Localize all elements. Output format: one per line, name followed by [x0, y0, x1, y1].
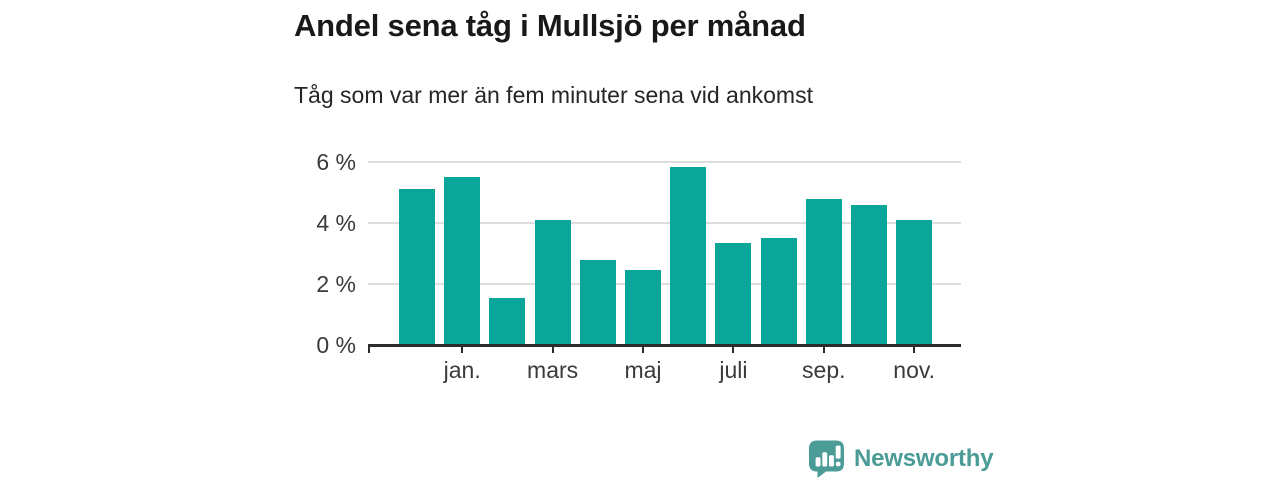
gridline-4: [368, 222, 961, 224]
bar-nov.: [896, 219, 933, 345]
chart-title: Andel sena tåg i Mullsjö per månad: [294, 8, 806, 43]
x-axis-tick: [822, 346, 825, 353]
newsworthy-logo[interactable]: Newsworthy: [808, 440, 994, 478]
bar-mars: [534, 219, 571, 345]
x-axis-tick-label: sep.: [802, 357, 846, 383]
bar-juli: [715, 242, 752, 345]
gridline-6: [368, 161, 961, 163]
newsworthy-bubble-chart-icon: [809, 440, 844, 478]
x-axis-tick-label: mars: [527, 357, 579, 383]
x-axis-tick: [461, 346, 464, 353]
bar-feb.: [489, 297, 526, 345]
x-axis-line: [368, 344, 961, 347]
chart-subtitle: Tåg som var mer än fem minuter sena vid …: [294, 82, 813, 108]
gridline-2: [368, 283, 961, 285]
newsworthy-logo-text: Newsworthy: [854, 445, 994, 472]
x-axis-tick-label: maj: [624, 357, 662, 383]
y-axis-tick-label: 6 %: [316, 149, 356, 175]
x-axis-tick: [642, 346, 644, 353]
bar-dec.: [399, 189, 435, 345]
y-axis-tick-label: 0 %: [316, 332, 356, 358]
x-axis-tick: [913, 346, 916, 353]
bar-maj: [625, 270, 661, 345]
x-axis-tick-label: jan.: [443, 357, 481, 383]
x-axis-tick-label: nov.: [893, 357, 936, 383]
x-axis-edge-tick: [368, 346, 370, 353]
bar-sep.: [805, 198, 842, 345]
x-axis-tick: [551, 346, 554, 353]
y-axis-tick-label: 2 %: [316, 271, 356, 297]
x-axis-tick: [732, 346, 735, 353]
x-axis-tick-label: juli: [719, 357, 748, 383]
y-axis-tick-label: 4 %: [316, 210, 356, 236]
bar-aug.: [760, 238, 797, 345]
bar-jan.: [444, 177, 481, 345]
bar-okt.: [851, 204, 887, 345]
bar-apr.: [579, 259, 616, 345]
bar-juni: [670, 166, 707, 345]
